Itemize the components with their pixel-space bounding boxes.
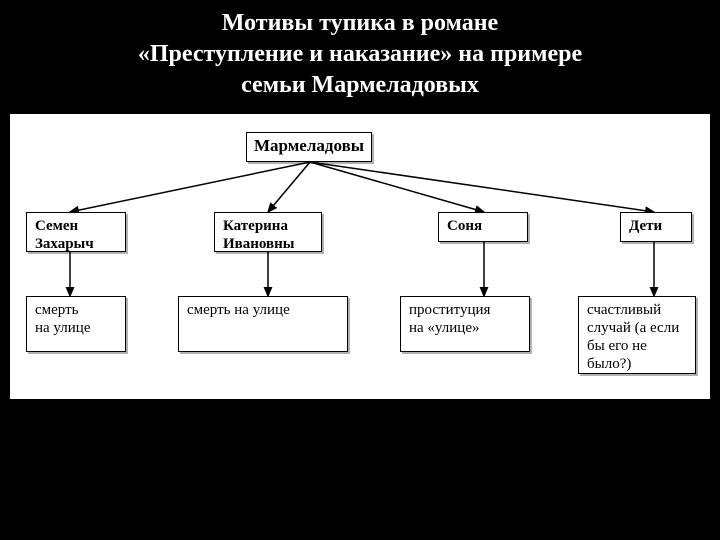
page-title: Мотивы тупика в романе «Преступление и н… [0,0,720,114]
diagram-canvas: Мармеладовы Семен Захарыч Катерина Ивановн… [10,114,710,399]
node-box: Дети [620,212,692,242]
title-line-1: Мотивы тупика в романе [222,10,498,36]
node-box: счастливый случай (а если бы его не было… [578,296,696,374]
node-box: Семен Захарыч [26,212,126,252]
node-box: проституция на «улице» [400,296,530,352]
node-box: Катерина Ивановны [214,212,322,252]
node-box: смерть на улице [26,296,126,352]
node-box: смерть на улице [178,296,348,352]
title-line-3: семьи Мармеладовых [241,72,479,98]
title-line-2: «Преступление и наказание» на примере [138,41,582,67]
node-box: Мармеладовы [246,132,372,162]
node-box: Соня [438,212,528,242]
